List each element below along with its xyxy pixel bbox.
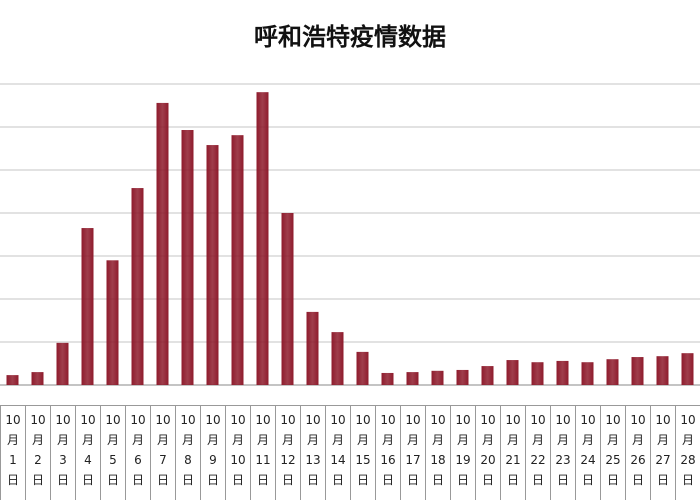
bar (56, 342, 69, 385)
x-tick-cell: 10月12日 (275, 405, 300, 500)
bar (156, 102, 169, 386)
x-tick-label: 10月18日 (430, 413, 446, 487)
x-tick-label: 10月13日 (305, 413, 321, 487)
x-tick-label: 10月5日 (105, 413, 121, 487)
bar (681, 353, 694, 385)
bar (306, 311, 319, 385)
bar (131, 188, 144, 385)
x-tick-cell: 10月18日 (425, 405, 450, 500)
x-tick-cell: 10月19日 (450, 405, 475, 500)
bar (231, 135, 244, 385)
x-tick-cell: 10月23日 (550, 405, 575, 500)
x-tick-label: 10月10日 (230, 413, 246, 487)
bar (481, 366, 494, 385)
bar (606, 359, 619, 385)
x-tick-cell: 10月1日 (0, 405, 25, 500)
x-tick-label: 10月9日 (205, 413, 221, 487)
bar (106, 260, 119, 385)
x-tick-cell: 10月20日 (475, 405, 500, 500)
x-tick-cell: 10月2日 (25, 405, 50, 500)
x-tick-label: 10月25日 (605, 413, 621, 487)
x-tick-cell: 10月25日 (600, 405, 625, 500)
x-tick-cell: 10月17日 (400, 405, 425, 500)
x-tick-cell: 10月26日 (625, 405, 650, 500)
bar (656, 356, 669, 385)
x-tick-cell: 10月4日 (75, 405, 100, 500)
x-tick-cell: 10月16日 (375, 405, 400, 500)
x-tick-cell: 10月22日 (525, 405, 550, 500)
x-tick-label: 10月8日 (180, 413, 196, 487)
x-tick-label: 10月2日 (30, 413, 46, 487)
bar (81, 228, 94, 385)
x-tick-cell: 10月6日 (125, 405, 150, 500)
bar (581, 362, 594, 385)
x-tick-label: 10月20日 (480, 413, 496, 487)
bar (356, 351, 369, 385)
x-tick-label: 10月7日 (155, 413, 171, 487)
x-tick-label: 10月4日 (80, 413, 96, 487)
x-tick-cell: 10月28日 (675, 405, 700, 500)
x-tick-cell: 10月3日 (50, 405, 75, 500)
bar (256, 92, 269, 386)
x-tick-label: 10月19日 (455, 413, 471, 487)
x-tick-label: 10月27日 (655, 413, 671, 487)
x-tick-label: 10月15日 (355, 413, 371, 487)
x-tick-cell: 10月24日 (575, 405, 600, 500)
x-tick-cell: 10月9日 (200, 405, 225, 500)
x-tick-cell: 10月8日 (175, 405, 200, 500)
chart-title: 呼和浩特疫情数据 (254, 23, 446, 51)
x-tick-cell: 10月27日 (650, 405, 675, 500)
x-tick-label: 10月1日 (5, 413, 21, 487)
bar (381, 372, 394, 385)
x-tick-label: 10月28日 (680, 413, 696, 487)
bar (431, 370, 444, 385)
bar (6, 375, 19, 385)
x-tick-label: 10月14日 (330, 413, 346, 487)
bar (181, 130, 194, 385)
x-tick-label: 10月24日 (580, 413, 596, 487)
x-tick-cell: 10月10日 (225, 405, 250, 500)
bar (206, 145, 219, 385)
bar (556, 360, 569, 385)
x-tick-label: 10月6日 (130, 413, 146, 487)
x-tick-label: 10月22日 (530, 413, 546, 487)
bar (506, 360, 519, 385)
x-tick-cell: 10月21日 (500, 405, 525, 500)
bar (281, 213, 294, 385)
x-tick-label: 10月11日 (255, 413, 271, 487)
bar (331, 332, 344, 385)
x-tick-cell: 10月14日 (325, 405, 350, 500)
x-tick-label: 10月12日 (280, 413, 296, 487)
bar (531, 362, 544, 385)
x-tick-cell: 10月13日 (300, 405, 325, 500)
x-tick-label: 10月16日 (380, 413, 396, 487)
bar (31, 372, 44, 385)
x-tick-label: 10月3日 (55, 413, 71, 487)
x-tick-cell: 10月11日 (250, 405, 275, 500)
bar (456, 369, 469, 385)
x-tick-cell: 10月15日 (350, 405, 375, 500)
x-tick-label: 10月23日 (555, 413, 571, 487)
x-tick-cell: 10月5日 (100, 405, 125, 500)
x-tick-cell: 10月7日 (150, 405, 175, 500)
x-tick-label: 10月21日 (505, 413, 521, 487)
bar (406, 372, 419, 385)
bar (631, 357, 644, 385)
x-tick-label: 10月17日 (405, 413, 421, 487)
x-tick-label: 10月26日 (630, 413, 646, 487)
